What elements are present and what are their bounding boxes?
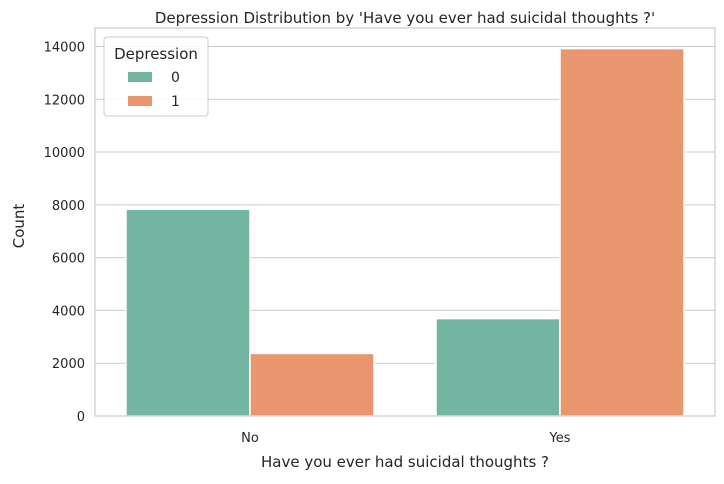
y-tick-label: 0 (77, 410, 85, 425)
y-tick-label: 8000 (52, 199, 85, 214)
bar-no-series-1 (249, 352, 375, 417)
y-tick-label: 14000 (44, 40, 85, 55)
legend-swatch-series-0 (128, 72, 152, 82)
y-tick-label: 10000 (44, 146, 85, 161)
y-tick-label: 4000 (52, 304, 85, 319)
bars (125, 47, 685, 417)
legend-label-series-1: 1 (171, 94, 180, 110)
y-tick-label: 2000 (52, 357, 85, 372)
legend-label-series-0: 0 (171, 70, 180, 86)
y-tick-label: 6000 (52, 252, 85, 267)
bar-no-series-0 (125, 208, 251, 417)
bar-yes-series-1 (559, 47, 685, 417)
y-tick-label: 12000 (44, 93, 85, 108)
x-tick-label: No (241, 431, 259, 446)
legend-swatch-series-1 (128, 96, 152, 106)
plot-frame (94, 27, 716, 417)
x-tick-labels: No Yes (241, 431, 571, 446)
x-tick-label: Yes (549, 431, 571, 446)
legend: Depression 0 1 (103, 36, 209, 117)
y-axis-label: Count (10, 204, 28, 249)
y-tick-labels: 0 2000 4000 6000 8000 10000 12000 14000 (44, 40, 85, 425)
chart-title: Depression Distribution by 'Have you eve… (155, 9, 655, 27)
x-axis-label: Have you ever had suicidal thoughts ? (261, 453, 549, 471)
bar-yes-series-0 (435, 317, 561, 417)
legend-title: Depression (114, 45, 198, 63)
